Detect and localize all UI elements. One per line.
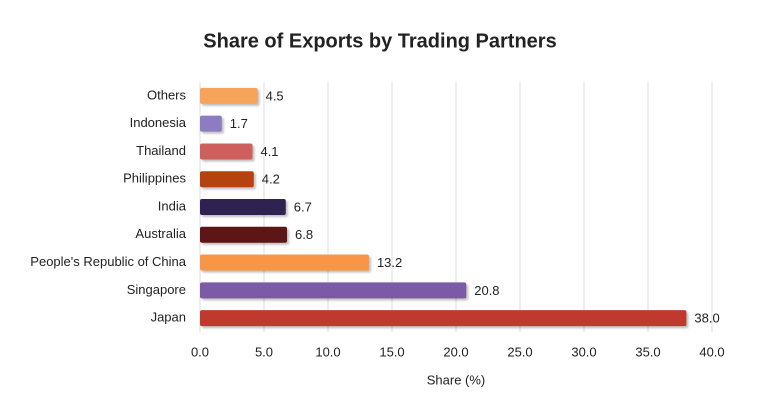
- x-tick-label: 15.0: [379, 344, 404, 359]
- data-label: 20.8: [474, 283, 499, 298]
- data-label: 13.2: [377, 255, 402, 270]
- data-label: 4.1: [260, 144, 278, 159]
- bar: [200, 115, 222, 132]
- bar: [200, 226, 288, 243]
- bar: [200, 254, 369, 271]
- bar: [200, 199, 286, 215]
- x-tick-label: 5.0: [255, 344, 273, 359]
- x-tick-label: 20.0: [443, 344, 468, 359]
- y-tick-label: People's Republic of China: [30, 254, 186, 269]
- y-tick-label: India: [158, 198, 187, 213]
- data-label: 4.5: [266, 88, 284, 103]
- data-label: 6.7: [294, 199, 312, 214]
- chart-title: Share of Exports by Trading Partners: [203, 30, 556, 52]
- y-tick-label: Others: [147, 87, 187, 102]
- data-label: 1.7: [230, 116, 248, 131]
- data-label: 4.2: [262, 172, 280, 187]
- bar: [200, 143, 253, 160]
- bar: [200, 282, 467, 299]
- bar: [200, 171, 254, 188]
- y-tick-label: Thailand: [136, 143, 186, 158]
- x-tick-label: 30.0: [571, 344, 596, 359]
- y-tick-label: Singapore: [127, 282, 186, 297]
- y-tick-label: Japan: [151, 310, 186, 325]
- x-tick-label: 25.0: [507, 344, 532, 359]
- x-tick-label: 40.0: [699, 344, 724, 359]
- x-axis-label: Share (%): [427, 372, 486, 387]
- bar: [200, 87, 258, 104]
- x-tick-label: 0.0: [191, 344, 209, 359]
- y-tick-label: Australia: [135, 226, 186, 241]
- x-tick-label: 35.0: [635, 344, 660, 359]
- data-label: 6.8: [295, 227, 313, 242]
- y-tick-label: Indonesia: [130, 115, 187, 130]
- x-tick-label: 10.0: [315, 344, 340, 359]
- bar: [200, 310, 687, 327]
- y-tick-label: Philippines: [123, 171, 186, 186]
- data-label: 38.0: [694, 311, 719, 326]
